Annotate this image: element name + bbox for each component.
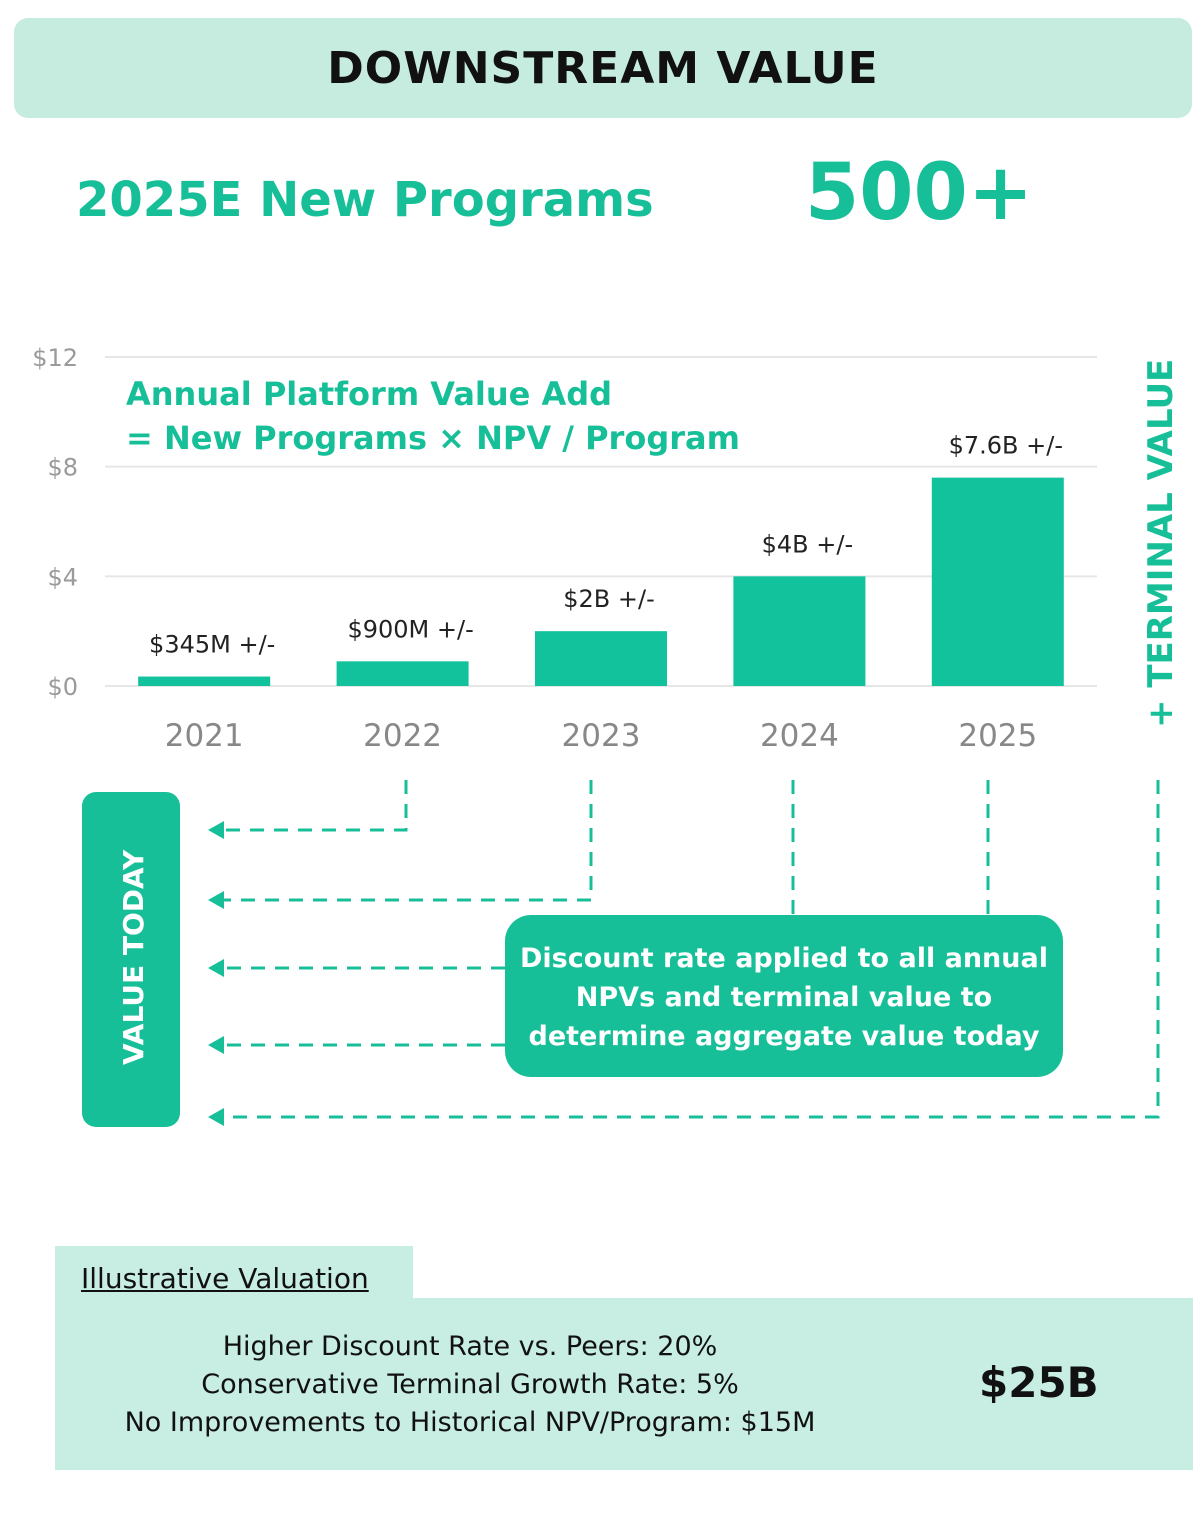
arrow-left-icon	[208, 959, 224, 977]
bar	[733, 576, 866, 686]
kpi-label: 2025E New Programs	[76, 172, 654, 228]
y-tick-label: $0	[47, 673, 78, 701]
dashed-flow-line	[222, 780, 408, 832]
page-title: DOWNSTREAM VALUE	[327, 42, 879, 94]
valuation-title: Illustrative Valuation	[81, 1262, 369, 1295]
discount-note-line: determine aggregate value today	[529, 1021, 1040, 1052]
arrow-left-icon	[208, 1036, 224, 1054]
bar	[138, 676, 271, 686]
y-tick-label: $12	[32, 344, 78, 372]
valuation-total: $25B	[979, 1358, 1099, 1407]
data-label: $7.6B +/-	[949, 432, 1063, 460]
arrow-left-icon	[208, 1108, 224, 1126]
value-today-label: VALUE TODAY	[117, 849, 150, 1065]
bar	[535, 631, 667, 686]
chart-subtitle: = New Programs × NPV / Program	[126, 419, 740, 457]
valuation-line: Conservative Terminal Growth Rate: 5%	[201, 1369, 739, 1400]
discount-note-line: NPVs and terminal value to	[576, 982, 992, 1013]
bar-chart: $0 $4 $8 $12 Annual Platform Value Add = Ne…	[32, 344, 1181, 1127]
kpi-value: 500+	[805, 148, 1034, 238]
bar	[336, 661, 469, 686]
x-tick-label: 2024	[760, 718, 839, 754]
y-tick-label: $4	[47, 563, 78, 591]
data-label: $345M +/-	[149, 631, 275, 659]
valuation-line: No Improvements to Historical NPV/Progra…	[124, 1407, 816, 1438]
x-tick-label: 2021	[165, 718, 244, 754]
data-label: $2B +/-	[563, 585, 655, 613]
chart-title: Annual Platform Value Add	[126, 375, 612, 413]
x-tick-label: 2022	[363, 718, 442, 754]
bar	[931, 477, 1064, 686]
value-today-box	[82, 792, 180, 1127]
arrow-left-icon	[208, 891, 224, 909]
arrow-left-icon	[208, 821, 224, 839]
terminal-value-label: + TERMINAL VALUE	[1141, 359, 1181, 728]
valuation-box: Higher Discount Rate vs. Peers: 20% Cons…	[55, 1298, 1193, 1470]
discount-note-line: Discount rate applied to all annual	[520, 943, 1048, 974]
dashed-flow-line	[222, 780, 1160, 1119]
data-label: $900M +/-	[347, 615, 473, 643]
header-banner: DOWNSTREAM VALUE	[14, 18, 1192, 118]
discount-note-box	[505, 915, 1063, 1077]
valuation-tab: Illustrative Valuation	[55, 1246, 413, 1306]
valuation-line: Higher Discount Rate vs. Peers: 20%	[222, 1331, 718, 1362]
y-tick-label: $8	[47, 454, 78, 482]
dashed-flow-line	[222, 780, 593, 902]
data-label: $4B +/-	[762, 530, 854, 558]
x-tick-label: 2025	[958, 718, 1037, 754]
x-tick-label: 2023	[562, 718, 641, 754]
